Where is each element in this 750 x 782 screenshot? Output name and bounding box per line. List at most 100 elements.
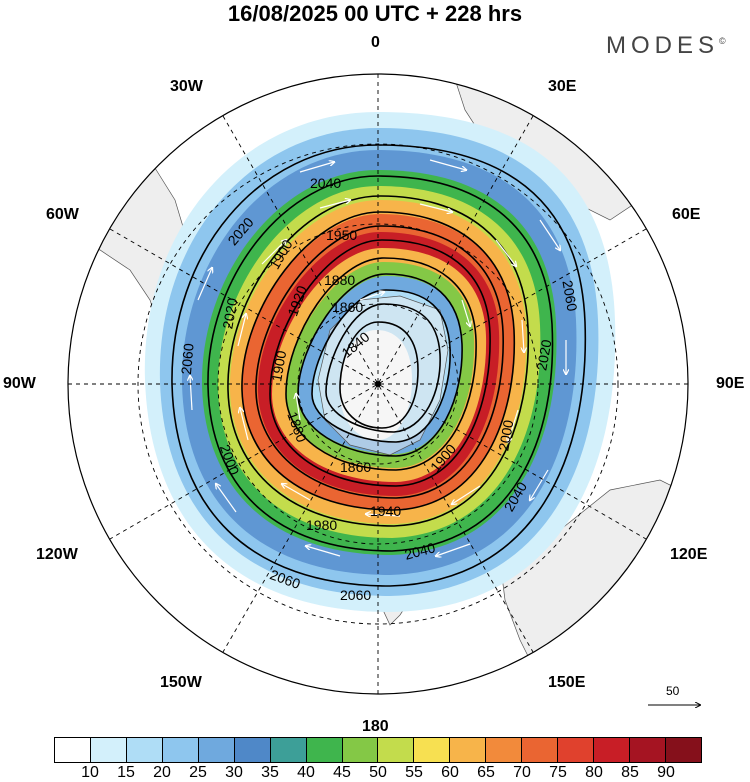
meridian-30: [222, 115, 534, 653]
wind-vector: [319, 200, 350, 209]
lon-label-30e: 30E: [548, 78, 577, 95]
contour-label: 1950: [326, 227, 357, 243]
contour-label: 2060: [559, 279, 580, 313]
colorbar-tick-label: 20: [153, 764, 171, 781]
wind-vector: [436, 543, 471, 556]
colorbar-tick-label: 10: [81, 764, 99, 781]
colorbar-swatch: [486, 737, 523, 763]
contour-label: 2000: [495, 418, 516, 452]
contour-2040: [207, 175, 554, 552]
contour-label: 2020: [219, 296, 240, 330]
wind-vector: [282, 484, 311, 501]
latitude-circle: [217, 223, 539, 545]
wind-vector: [237, 314, 246, 347]
lon-label-120w: 120W: [36, 546, 78, 563]
lon-label-90w: 90W: [3, 375, 36, 392]
wind-vector: [452, 485, 481, 504]
contour-1950: [269, 239, 491, 487]
colorbar-swatch: [450, 737, 487, 763]
map-border: [67, 73, 689, 695]
chart-title: 16/08/2025 00 UTC + 228 hrs: [227, 1, 523, 26]
colorbar-swatch: [54, 737, 91, 763]
contour-2000: [241, 211, 516, 511]
colorbar-tick-label: 75: [549, 764, 567, 781]
colorbar-tick-label: 90: [657, 764, 675, 781]
wind-vector: [539, 219, 560, 250]
colorbar-tick-label: 55: [405, 764, 423, 781]
wind-vector: [359, 292, 384, 301]
colorbar-tick-label: 50: [369, 764, 387, 781]
wind-vector: [261, 240, 286, 265]
lon-label-120e: 120E: [670, 546, 708, 563]
wind-vector: [197, 268, 212, 301]
colorbar-tick-label: 25: [189, 764, 207, 781]
latitude-circle: [297, 303, 459, 465]
contour-label: 1860: [332, 299, 363, 315]
colorbar: [54, 737, 702, 763]
colorbar-swatch: [558, 737, 595, 763]
meridian-60: [109, 228, 647, 540]
contour-label: 2060: [178, 342, 197, 375]
contour-label: 1880: [324, 272, 355, 288]
lon-label-60w: 60W: [46, 206, 79, 223]
contour-1920: [285, 257, 477, 471]
colorbar-swatch: [234, 737, 271, 763]
wind-vector: [299, 162, 334, 173]
contour-label: 2040: [310, 175, 341, 191]
south-pole-dot: [375, 381, 381, 387]
colorbar-tick-label: 80: [585, 764, 603, 781]
wind-vectors: [190, 159, 566, 557]
contour-1880: [311, 289, 451, 443]
reference-vector-label: 50: [666, 684, 680, 698]
colorbar-tick-label: 15: [117, 764, 135, 781]
wind-vector: [495, 239, 516, 266]
colorbar-swatch: [414, 737, 451, 763]
colorbar-swatch: [665, 737, 702, 763]
wind-vector: [216, 484, 237, 513]
wind-vector: [190, 376, 192, 411]
colorbar-tick-label: 40: [297, 764, 315, 781]
lon-label-150w: 150W: [160, 674, 202, 691]
contour-label: 1940: [370, 503, 401, 519]
wind-vector: [240, 408, 249, 441]
contour-1900: [297, 273, 463, 457]
wind-vector: [522, 319, 524, 352]
contour-label: 1980: [306, 517, 337, 533]
brand-text: MODES: [606, 32, 720, 59]
colorbar-tick-label: 60: [441, 764, 459, 781]
colorbar-swatch: [270, 737, 307, 763]
graticule: [68, 74, 688, 694]
colorbar-swatch: [630, 737, 666, 763]
lon-label-180: 180: [362, 718, 389, 735]
wind-vector: [419, 203, 452, 212]
contour-1980: [255, 225, 504, 499]
wind-vector: [306, 546, 341, 557]
colorbar-swatch: [162, 737, 199, 763]
contour-label: 1900: [268, 349, 289, 383]
colorbar-tick-label: 45: [333, 764, 351, 781]
colorbar-swatch: [126, 737, 163, 763]
lon-label-30w: 30W: [170, 78, 203, 95]
contour-label: 2060: [340, 587, 371, 603]
contour-label: 2040: [403, 539, 437, 563]
lon-label-150e: 150E: [548, 674, 586, 691]
map-disk: [68, 74, 688, 694]
meridian-60e: [109, 228, 647, 540]
colorbar-tick-label: 70: [513, 764, 531, 781]
copyright-mark: ©: [719, 36, 726, 46]
lon-label-90e: 90E: [716, 375, 745, 392]
colorbar-swatch: [198, 737, 235, 763]
colorbar-tick-label: 85: [621, 764, 639, 781]
colorbar-swatch: [342, 737, 379, 763]
wind-vector: [461, 299, 470, 326]
latitude-circle: [137, 143, 619, 625]
colorbar-tick-label: 30: [225, 764, 243, 781]
contour-2060: [171, 144, 587, 587]
wind-vector: [366, 514, 401, 516]
contour-1860: [325, 303, 441, 433]
lon-label-0: 0: [371, 34, 380, 51]
lon-label-60e: 60E: [672, 206, 701, 223]
modes-logo: MODES©: [606, 32, 726, 60]
contour-label: 2020: [533, 338, 554, 372]
